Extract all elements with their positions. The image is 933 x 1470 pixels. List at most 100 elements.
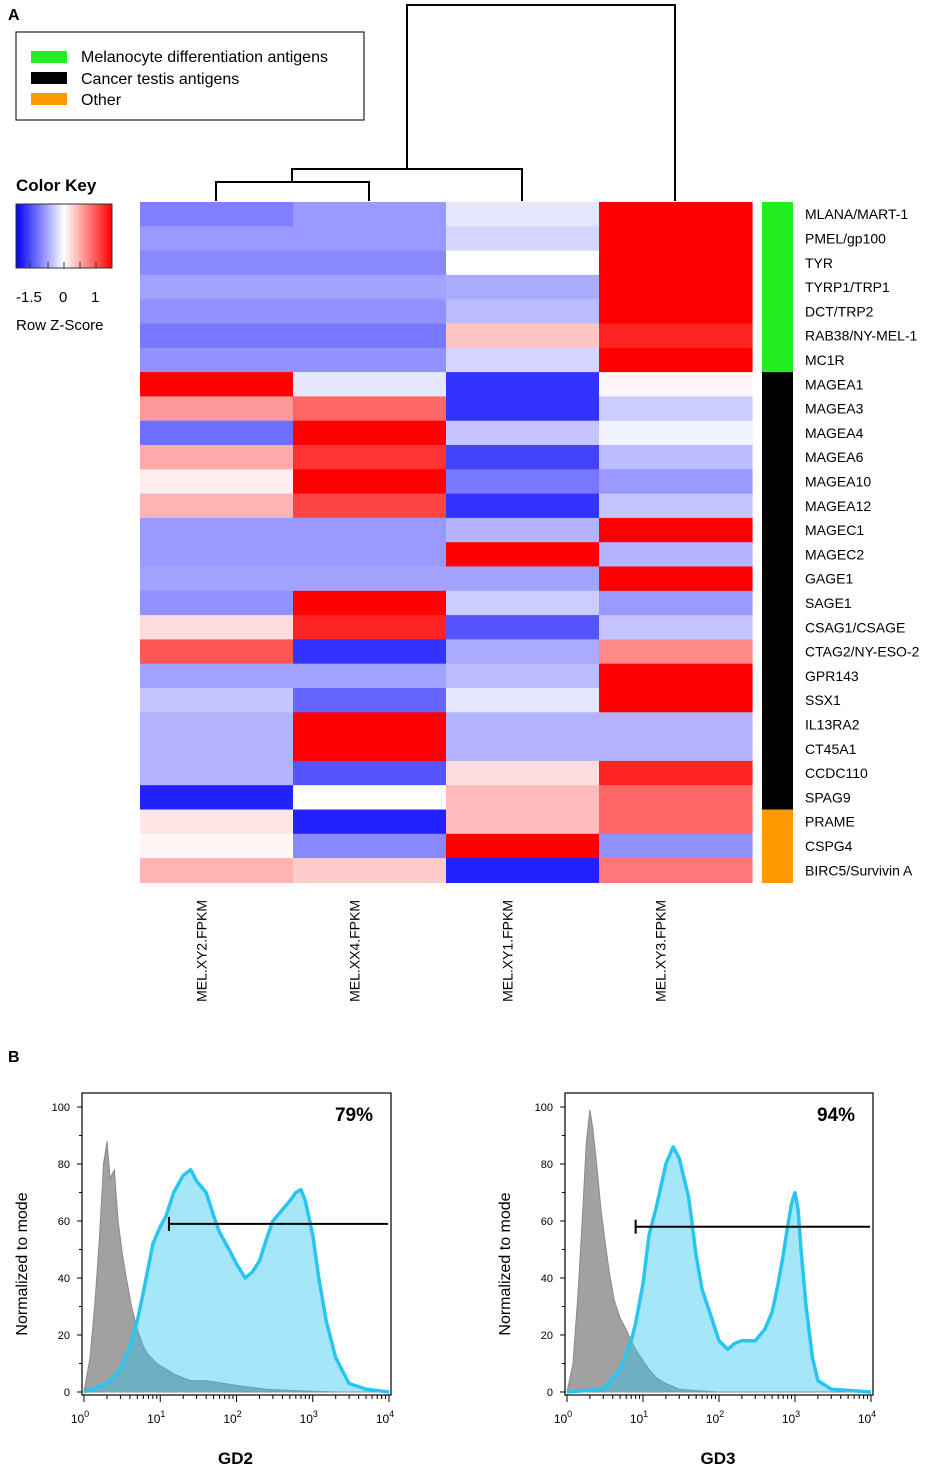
color-key-title: Color Key xyxy=(16,176,97,195)
y-tick-label: 0 xyxy=(64,1387,70,1399)
row-group-segment xyxy=(762,445,793,470)
row-label: MAGEA1 xyxy=(805,376,864,392)
heatmap-cell xyxy=(293,590,447,616)
x-tick-label: 101 xyxy=(147,1409,165,1426)
heatmap-cell xyxy=(140,615,294,640)
column-label: MEL.XX4.FPKM xyxy=(347,900,363,1002)
heatmap-cell xyxy=(599,372,753,397)
panel-a-letter: A xyxy=(8,7,20,24)
y-tick-label: 60 xyxy=(541,1216,553,1228)
heatmap-cell xyxy=(599,274,753,300)
heatmap-cell xyxy=(293,493,447,519)
row-label: IL13RA2 xyxy=(805,716,860,732)
heatmap-cell xyxy=(599,445,753,470)
row-group-segment xyxy=(762,323,793,349)
heatmap-cell xyxy=(599,760,753,786)
heatmap-cell xyxy=(599,566,753,592)
heatmap-cell xyxy=(293,809,447,835)
column-label: MEL.XY2.FPKM xyxy=(194,900,210,1002)
row-label: MAGEC1 xyxy=(805,522,864,538)
heatmap-cell xyxy=(293,542,447,568)
heatmap-cell xyxy=(140,785,294,811)
row-group-segment xyxy=(762,760,793,786)
heatmap-cell xyxy=(446,347,600,373)
histogram-gd2: 79% 0 20 40 60 80 100 100 101 102 103 104 GD2 Normali… xyxy=(14,1092,394,1468)
row-label: RAB38/NY-MEL-1 xyxy=(805,328,918,344)
heatmap-cell xyxy=(599,250,753,276)
heatmap-cell xyxy=(293,323,447,349)
heatmap-cell xyxy=(446,688,600,713)
y-tick-label: 80 xyxy=(58,1159,70,1171)
y-tick-label: 60 xyxy=(58,1216,70,1228)
x-tick-label: 101 xyxy=(630,1409,648,1426)
heatmap-cell xyxy=(599,202,753,227)
row-label: CSAG1/CSAGE xyxy=(805,619,905,635)
heatmap-cell xyxy=(293,712,447,738)
heatmap-cell xyxy=(599,420,753,446)
histogram-gd3: 94% 0 20 40 60 80 100 100 101 102 103 104 GD3 Normali… xyxy=(497,1092,876,1468)
heatmap-cell xyxy=(293,639,447,665)
color-key-tick-label: 0 xyxy=(59,289,67,306)
heatmap-cell xyxy=(446,712,600,738)
heatmap-cell xyxy=(293,274,447,300)
row-group-segment xyxy=(762,372,793,397)
x-axis-label: GD3 xyxy=(701,1449,736,1468)
heatmap-cell xyxy=(293,736,447,762)
heatmap-cell xyxy=(293,469,447,495)
heatmap-cell xyxy=(446,785,600,811)
heatmap-cell xyxy=(599,226,753,252)
heatmap-cell xyxy=(140,420,294,446)
heatmap-cell xyxy=(599,663,753,689)
y-tick-label: 100 xyxy=(535,1102,553,1114)
heatmap-cell xyxy=(293,372,447,397)
legend-label-cancer-testis: Cancer testis antigens xyxy=(81,71,239,88)
heatmap-cell xyxy=(140,590,294,616)
x-tick-label: 104 xyxy=(858,1409,876,1426)
legend-swatch-melanocyte xyxy=(31,51,67,63)
heatmap-cell xyxy=(446,274,600,300)
y-tick-label: 20 xyxy=(58,1330,70,1342)
heatmap-cell xyxy=(446,760,600,786)
row-label: MC1R xyxy=(805,352,845,368)
row-group-segment xyxy=(762,542,793,568)
x-axis-label: GD2 xyxy=(218,1449,253,1468)
heatmap-cell xyxy=(140,396,294,422)
row-label: CTAG2/NY-ESO-2 xyxy=(805,644,920,660)
row-labels: MLANA/MART-1 PMEL/gp100 TYR TYRP1/TRP1 DCT/T… xyxy=(805,206,920,878)
legend-swatch-other xyxy=(31,93,67,105)
heatmap-cell xyxy=(599,323,753,349)
heatmap-cell xyxy=(446,299,600,325)
heatmap-cell xyxy=(293,420,447,446)
heatmap-cell xyxy=(293,445,447,470)
row-group-segment xyxy=(762,202,793,227)
heatmap-cell xyxy=(446,469,600,495)
row-label: MAGEA10 xyxy=(805,473,871,489)
heatmap-cell xyxy=(293,663,447,689)
heatmap-cell xyxy=(446,445,600,470)
row-label: MLANA/MART-1 xyxy=(805,206,908,222)
stained-histogram-line xyxy=(83,1167,390,1394)
legend-label-melanocyte: Melanocyte differentiation antigens xyxy=(81,49,328,66)
heatmap-cell xyxy=(599,712,753,738)
row-group-segment xyxy=(762,250,793,276)
dendrogram-branch xyxy=(406,4,676,201)
heatmap-cells xyxy=(140,202,753,883)
x-tick-label: 102 xyxy=(223,1409,241,1426)
y-tick-label: 40 xyxy=(58,1273,70,1285)
row-label: PMEL/gp100 xyxy=(805,230,886,246)
heatmap-cell xyxy=(140,712,294,738)
row-group-segment xyxy=(762,590,793,616)
row-label: MAGEA3 xyxy=(805,401,864,417)
heatmap-cell xyxy=(140,833,294,859)
row-group-segment xyxy=(762,299,793,325)
heatmap-cell xyxy=(140,736,294,762)
heatmap-cell xyxy=(446,663,600,689)
heatmap-cell xyxy=(140,274,294,300)
heatmap-cell xyxy=(140,688,294,713)
heatmap-cell xyxy=(140,202,294,227)
row-group-segment xyxy=(762,833,793,859)
heatmap-cell xyxy=(293,347,447,373)
stained-histogram-area xyxy=(84,1169,389,1392)
heatmap-cell xyxy=(140,347,294,373)
